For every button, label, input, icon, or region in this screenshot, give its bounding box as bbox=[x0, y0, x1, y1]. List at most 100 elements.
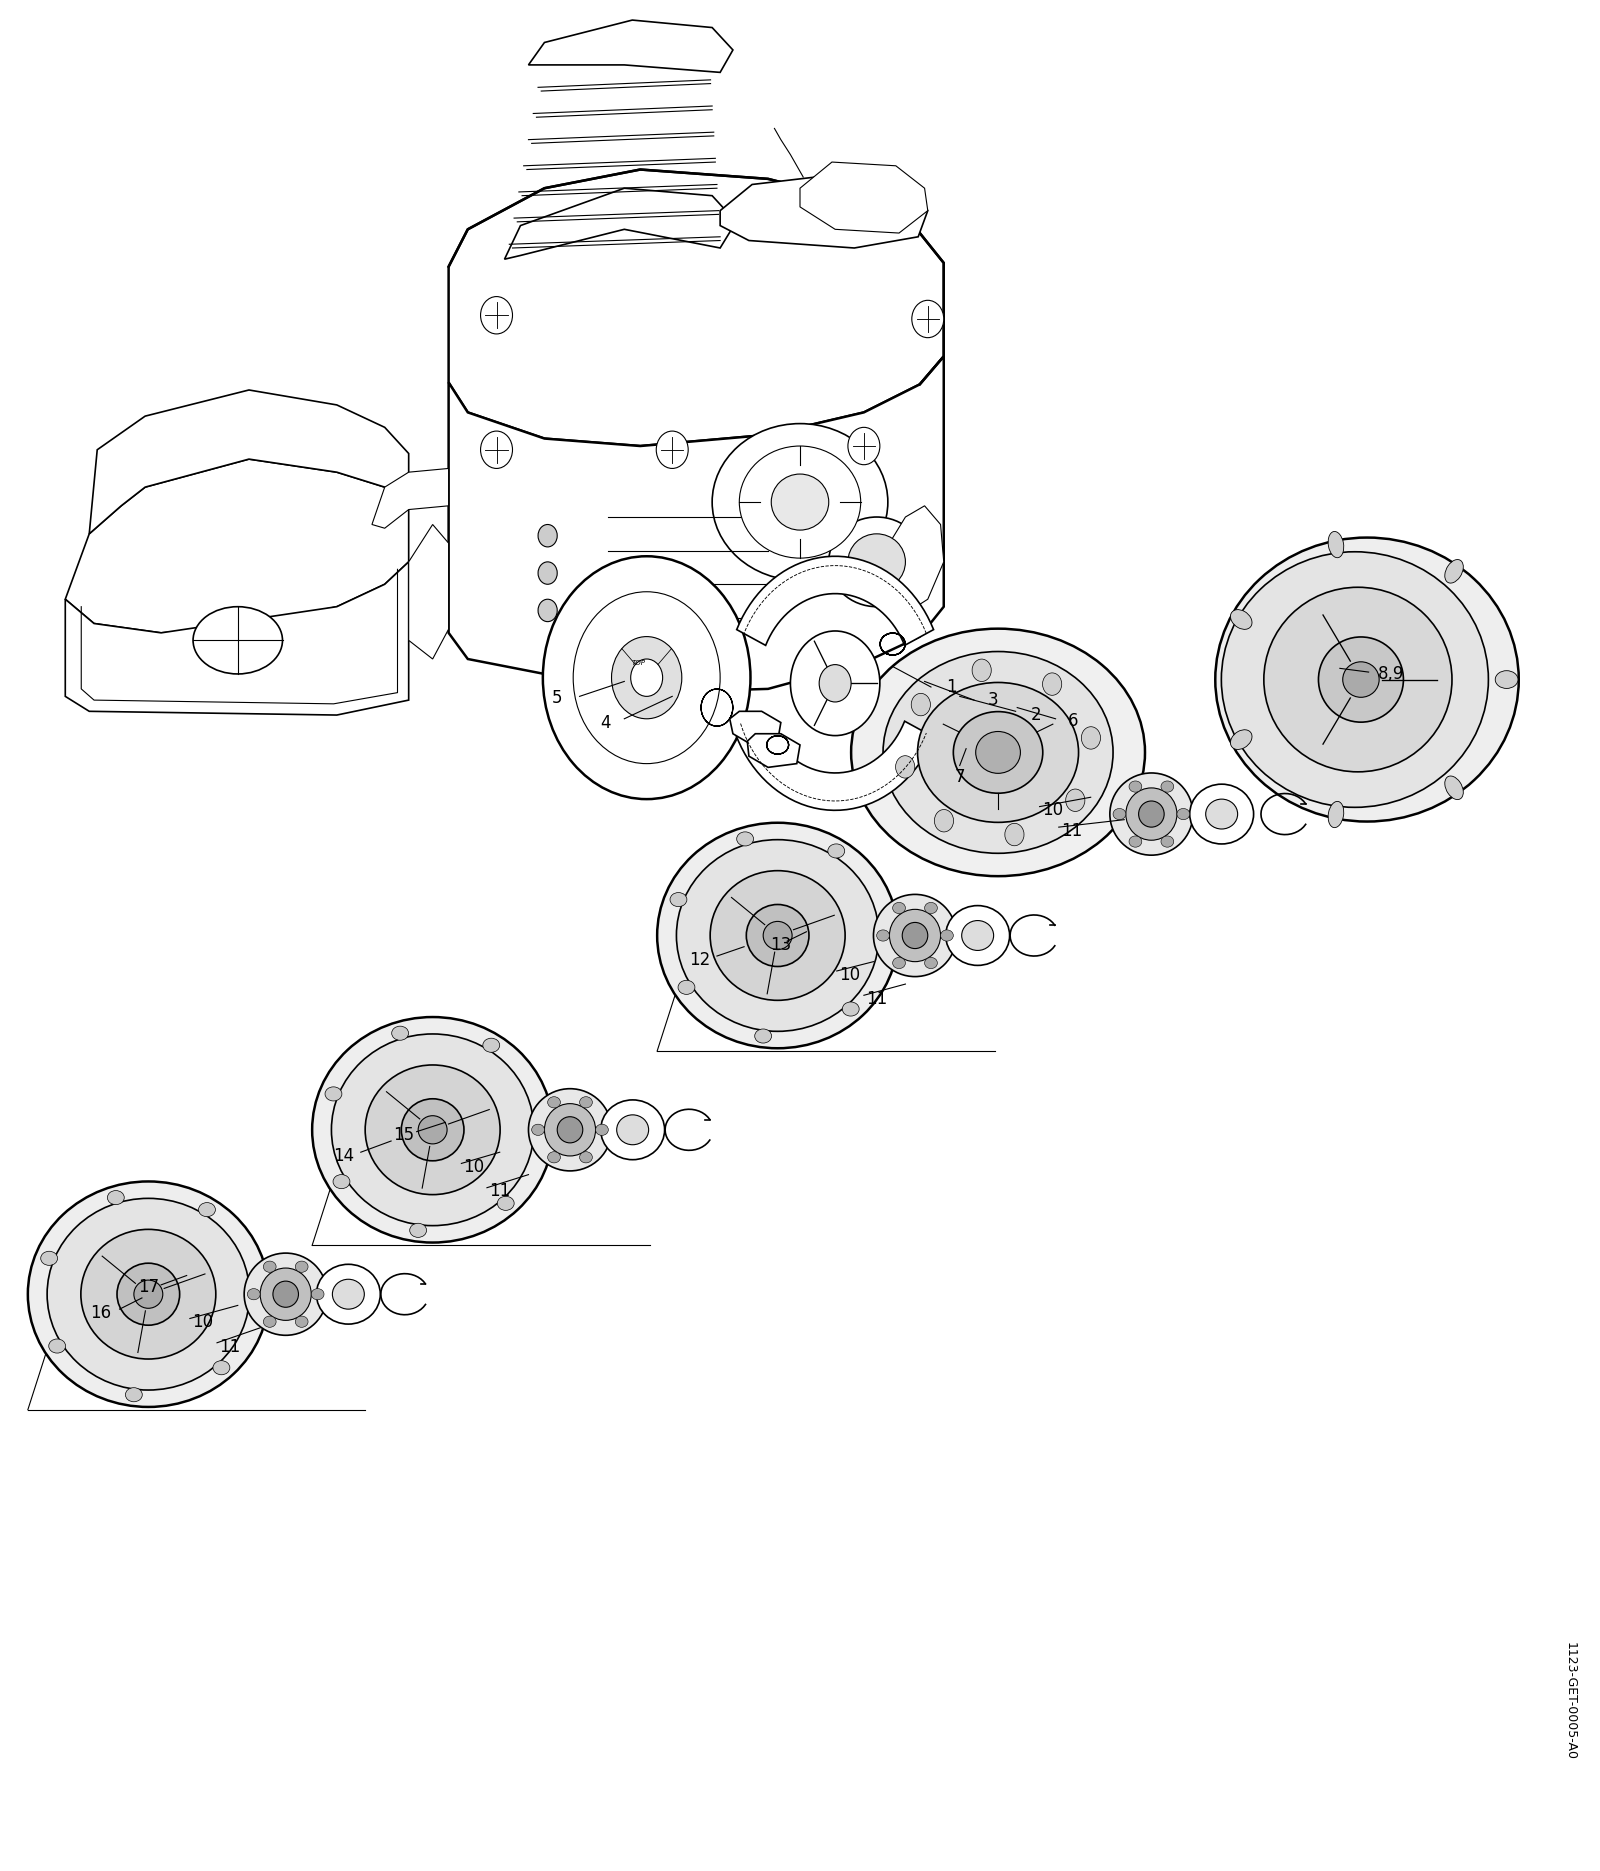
Ellipse shape bbox=[1178, 808, 1190, 819]
Polygon shape bbox=[66, 561, 408, 715]
Ellipse shape bbox=[829, 516, 925, 606]
Ellipse shape bbox=[1264, 587, 1451, 773]
Circle shape bbox=[912, 694, 930, 717]
Ellipse shape bbox=[27, 1181, 269, 1407]
Circle shape bbox=[480, 430, 512, 468]
Ellipse shape bbox=[531, 1124, 544, 1136]
Ellipse shape bbox=[677, 840, 878, 1031]
Circle shape bbox=[1082, 726, 1101, 748]
Ellipse shape bbox=[82, 1229, 216, 1358]
Text: 10: 10 bbox=[838, 965, 861, 984]
Ellipse shape bbox=[46, 1197, 250, 1390]
Polygon shape bbox=[720, 174, 928, 249]
Text: 8,9: 8,9 bbox=[1378, 664, 1405, 683]
Ellipse shape bbox=[530, 1113, 547, 1128]
Ellipse shape bbox=[333, 1280, 365, 1310]
Circle shape bbox=[1043, 674, 1062, 696]
Text: 11: 11 bbox=[219, 1338, 240, 1355]
Polygon shape bbox=[448, 355, 944, 692]
Text: 1: 1 bbox=[947, 677, 957, 696]
Ellipse shape bbox=[245, 1254, 328, 1336]
Circle shape bbox=[790, 631, 880, 735]
Ellipse shape bbox=[40, 1252, 58, 1265]
Ellipse shape bbox=[739, 445, 861, 558]
Text: 13: 13 bbox=[770, 936, 792, 954]
Text: 3: 3 bbox=[987, 690, 998, 709]
Ellipse shape bbox=[893, 902, 906, 913]
Ellipse shape bbox=[402, 1098, 464, 1160]
Circle shape bbox=[973, 659, 992, 681]
Ellipse shape bbox=[296, 1315, 309, 1327]
Ellipse shape bbox=[333, 1175, 350, 1188]
Ellipse shape bbox=[1216, 537, 1518, 821]
Ellipse shape bbox=[941, 930, 954, 941]
Text: 2: 2 bbox=[1030, 705, 1042, 724]
Ellipse shape bbox=[1126, 788, 1178, 840]
Polygon shape bbox=[504, 189, 736, 260]
Ellipse shape bbox=[755, 1029, 771, 1042]
Text: 16: 16 bbox=[90, 1304, 110, 1323]
Ellipse shape bbox=[746, 904, 810, 967]
Ellipse shape bbox=[134, 1280, 163, 1308]
Ellipse shape bbox=[946, 906, 1010, 965]
Ellipse shape bbox=[312, 1018, 554, 1242]
Ellipse shape bbox=[296, 1261, 309, 1272]
Ellipse shape bbox=[1318, 636, 1403, 722]
Ellipse shape bbox=[851, 629, 1146, 876]
Ellipse shape bbox=[547, 1096, 560, 1108]
Ellipse shape bbox=[771, 473, 829, 529]
Ellipse shape bbox=[498, 1196, 514, 1211]
Ellipse shape bbox=[117, 1263, 179, 1325]
Circle shape bbox=[1005, 823, 1024, 846]
Circle shape bbox=[934, 810, 954, 833]
Ellipse shape bbox=[976, 732, 1021, 773]
Ellipse shape bbox=[1139, 801, 1165, 827]
Text: 7: 7 bbox=[955, 767, 965, 786]
Text: 10: 10 bbox=[192, 1313, 213, 1332]
Polygon shape bbox=[408, 524, 448, 659]
Circle shape bbox=[538, 524, 557, 546]
Ellipse shape bbox=[544, 1104, 595, 1156]
Ellipse shape bbox=[678, 980, 694, 994]
Text: 1123-GET-0005-A0: 1123-GET-0005-A0 bbox=[1563, 1643, 1576, 1761]
Ellipse shape bbox=[1221, 552, 1488, 808]
Ellipse shape bbox=[1162, 780, 1174, 791]
Ellipse shape bbox=[213, 1360, 230, 1375]
Circle shape bbox=[573, 591, 720, 763]
Ellipse shape bbox=[842, 1003, 859, 1016]
Ellipse shape bbox=[736, 833, 754, 846]
Ellipse shape bbox=[264, 1261, 277, 1272]
Ellipse shape bbox=[331, 1035, 534, 1226]
Text: TOP: TOP bbox=[632, 660, 646, 666]
Ellipse shape bbox=[616, 1115, 648, 1145]
Ellipse shape bbox=[917, 683, 1078, 823]
Ellipse shape bbox=[595, 1124, 608, 1136]
Ellipse shape bbox=[194, 606, 283, 674]
Ellipse shape bbox=[1162, 836, 1174, 848]
Circle shape bbox=[480, 297, 512, 333]
Ellipse shape bbox=[1130, 836, 1142, 848]
Ellipse shape bbox=[317, 1265, 381, 1325]
Ellipse shape bbox=[1230, 730, 1253, 750]
Circle shape bbox=[538, 561, 557, 584]
Text: 17: 17 bbox=[138, 1278, 158, 1297]
Circle shape bbox=[912, 301, 944, 337]
Circle shape bbox=[630, 659, 662, 696]
Polygon shape bbox=[747, 733, 800, 767]
Circle shape bbox=[542, 556, 750, 799]
Ellipse shape bbox=[1190, 784, 1254, 844]
Circle shape bbox=[538, 599, 557, 621]
Ellipse shape bbox=[925, 902, 938, 913]
Text: 11: 11 bbox=[1061, 821, 1082, 840]
Ellipse shape bbox=[528, 1089, 611, 1171]
Ellipse shape bbox=[712, 423, 888, 580]
Ellipse shape bbox=[1445, 559, 1464, 584]
Ellipse shape bbox=[925, 958, 938, 969]
Ellipse shape bbox=[1230, 610, 1253, 629]
Ellipse shape bbox=[248, 1289, 261, 1300]
Ellipse shape bbox=[827, 844, 845, 859]
Circle shape bbox=[611, 636, 682, 718]
Polygon shape bbox=[66, 458, 408, 632]
Polygon shape bbox=[528, 21, 733, 73]
Ellipse shape bbox=[875, 921, 891, 934]
